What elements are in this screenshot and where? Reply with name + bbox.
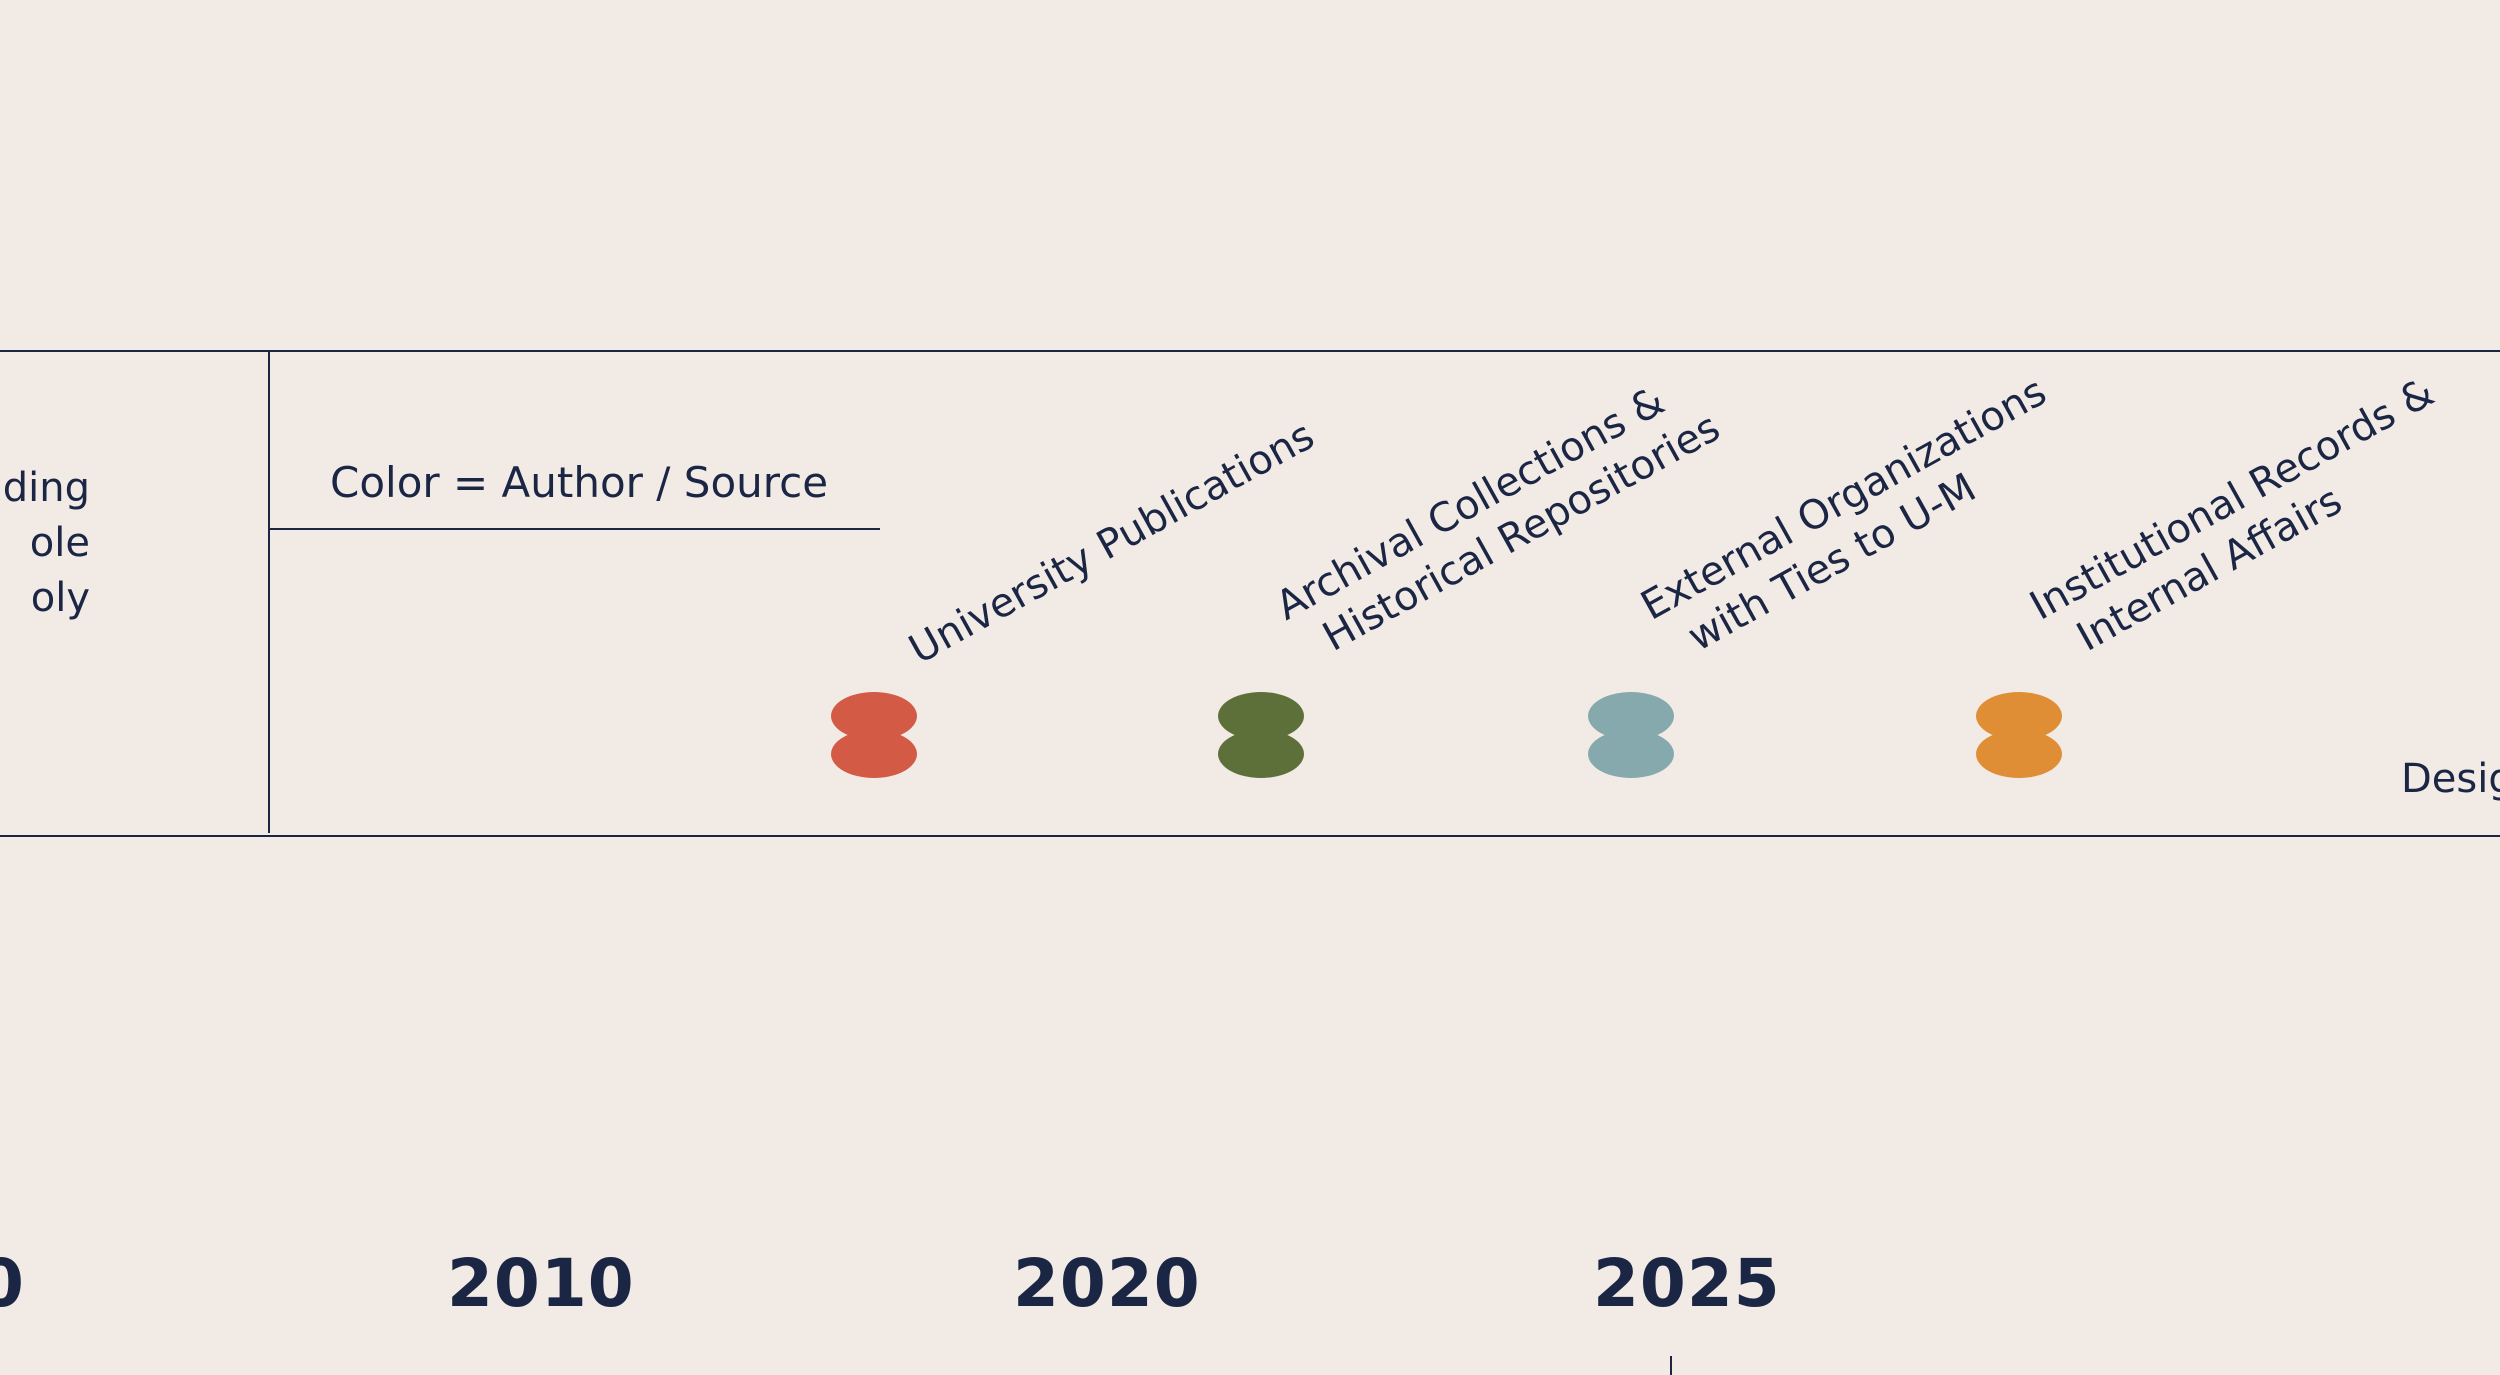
left-partial-text-1: ding [2, 465, 90, 511]
legend-label-university-publications: University Publications [901, 411, 1323, 675]
year-label: 2010 [447, 1245, 635, 1322]
legend-swatch-university-publications [831, 692, 917, 778]
swatch-lobe [1588, 730, 1674, 778]
legend-swatch-archival-collections [1218, 692, 1304, 778]
legend-label-line: University Publications [901, 412, 1322, 674]
swatch-lobe [831, 730, 917, 778]
left-partial-text-3: oly [30, 575, 90, 621]
year-tick-2025 [1670, 1356, 1672, 1375]
legend-divider [268, 351, 270, 833]
legend-title-underline [270, 528, 880, 530]
design-credit-text: Desig [2401, 756, 2500, 802]
legend-title: Color = Author / Source [330, 458, 829, 507]
legend-swatch-external-organizations [1588, 692, 1674, 778]
swatch-lobe [1976, 730, 2062, 778]
legend-label-institutional-records: Institutional Records & Internal Affairs [2022, 368, 2467, 675]
swatch-lobe [1218, 730, 1304, 778]
left-partial-text-2: ole [29, 520, 90, 566]
legend-bottom-rule [0, 835, 2500, 837]
legend-swatch-institutional-records [1976, 692, 2062, 778]
year-label: 0 [0, 1245, 25, 1322]
legend-top-rule [0, 350, 2500, 352]
year-label: 2020 [1013, 1245, 1201, 1322]
year-label: 2025 [1593, 1245, 1781, 1322]
